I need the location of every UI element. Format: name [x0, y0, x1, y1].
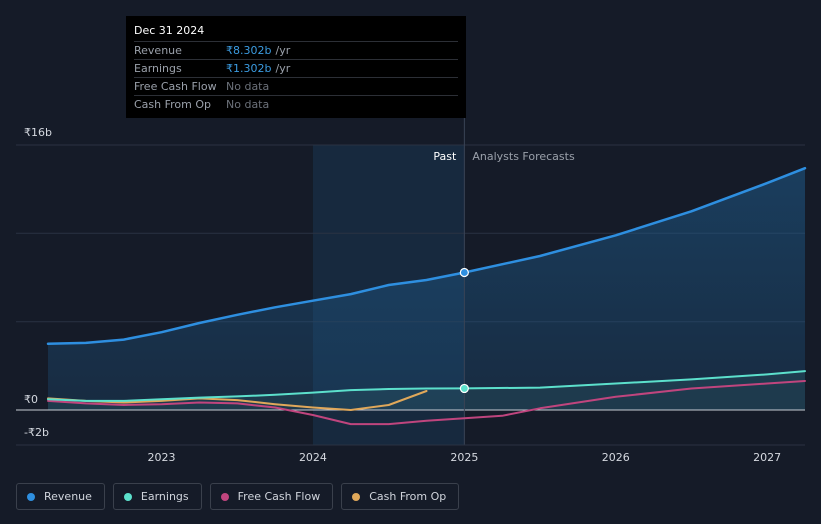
- revenue-area: [48, 168, 805, 410]
- legend-dot-icon: [352, 492, 361, 501]
- tooltip-value: ₹1.302b: [226, 62, 272, 75]
- tooltip-value: No data: [226, 80, 270, 93]
- x-tick-label: 2023: [148, 451, 176, 464]
- tooltip-date: Dec 31 2024: [134, 24, 205, 37]
- legend-item-earnings[interactable]: Earnings: [112, 483, 202, 510]
- data-point-marker-earnings: [459, 383, 469, 394]
- legend-label: Revenue: [44, 490, 92, 503]
- tooltip-unit: /yr: [275, 44, 291, 57]
- legend-label: Free Cash Flow: [237, 490, 321, 503]
- legend-item-fcf[interactable]: Free Cash Flow: [209, 483, 334, 510]
- tooltip-label: Cash From Op: [134, 98, 212, 111]
- x-tick-label: 2027: [753, 451, 781, 464]
- tooltip-label: Earnings: [134, 62, 182, 75]
- tooltip-label: Free Cash Flow: [134, 80, 217, 93]
- series-line-revenue: [46, 166, 807, 346]
- legend-item-revenue[interactable]: Revenue: [16, 483, 105, 510]
- x-tick-label: 2025: [450, 451, 478, 464]
- tooltip-row-fcf: Free Cash Flow No data: [134, 77, 458, 95]
- tooltip-label: Revenue: [134, 44, 182, 57]
- series-line-fcf: [47, 380, 806, 426]
- legend-item-cfo[interactable]: Cash From Op: [341, 483, 460, 510]
- y-tick-label: -₹2b: [24, 426, 49, 439]
- legend-dot-icon: [220, 492, 229, 501]
- y-tick-label: ₹16b: [24, 126, 52, 139]
- data-point-marker-revenue: [459, 267, 469, 278]
- forecast-label: Analysts Forecasts: [472, 150, 575, 163]
- legend-label: Earnings: [140, 490, 189, 503]
- tooltip-value: ₹8.302b: [226, 44, 272, 57]
- x-tick-label: 2024: [299, 451, 327, 464]
- legend-dot-icon: [123, 492, 132, 501]
- legend: Revenue Earnings Free Cash Flow Cash Fro…: [16, 483, 460, 510]
- legend-label: Cash From Op: [369, 490, 447, 503]
- legend-dot-icon: [27, 492, 35, 501]
- series-line-cfo: [47, 390, 428, 411]
- tooltip-row-earnings: Earnings ₹1.302b /yr: [134, 59, 458, 77]
- tooltip-row-cfo: Cash From Op No data: [134, 95, 458, 113]
- tooltip: Dec 31 2024 Revenue ₹8.302b /yr Earnings…: [126, 16, 466, 118]
- y-tick-label: ₹0: [24, 393, 38, 406]
- tooltip-unit: /yr: [275, 62, 291, 75]
- past-label: Past: [433, 150, 457, 163]
- series-line-earnings: [47, 370, 806, 402]
- x-tick-label: 2026: [602, 451, 630, 464]
- tooltip-value: No data: [226, 98, 270, 111]
- tooltip-row-revenue: Revenue ₹8.302b /yr: [134, 41, 458, 59]
